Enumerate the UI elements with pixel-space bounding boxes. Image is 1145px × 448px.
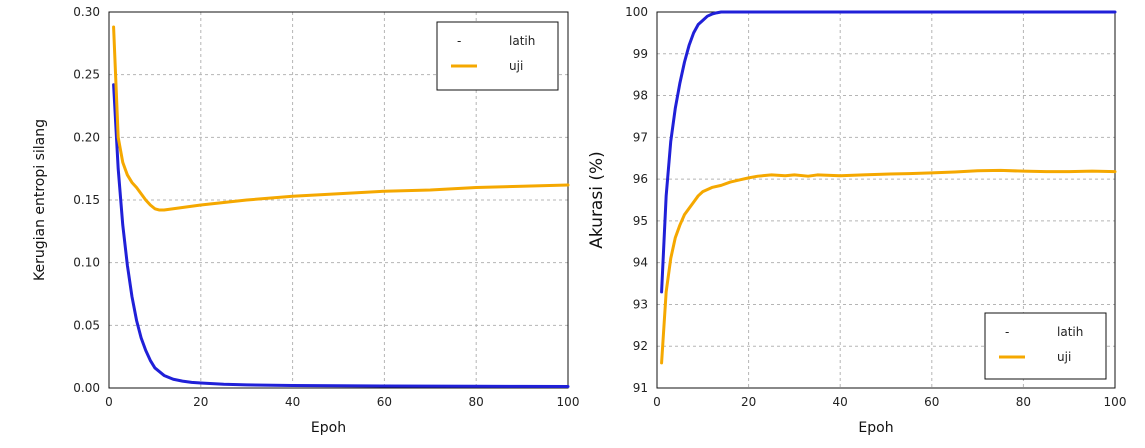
legend-label-latih: latih bbox=[509, 34, 535, 48]
x-tick-label: 60 bbox=[924, 395, 939, 409]
y-tick-label: 97 bbox=[633, 130, 648, 144]
x-tick-label: 100 bbox=[1104, 395, 1127, 409]
legend-marker-text: - bbox=[457, 34, 461, 48]
series-line-uji bbox=[112, 25, 570, 212]
y-tick-label: 96 bbox=[633, 172, 648, 186]
legend-label-uji: uji bbox=[509, 59, 523, 73]
legend-box bbox=[984, 312, 1107, 380]
y-tick-label: 94 bbox=[633, 256, 648, 270]
y-tick-label: 93 bbox=[633, 297, 648, 311]
x-tick-label: 20 bbox=[193, 395, 208, 409]
y-tick-label: 0.05 bbox=[73, 318, 100, 332]
x-axis-label: Epoh bbox=[858, 420, 893, 436]
x-tick-label: 20 bbox=[741, 395, 756, 409]
y-tick-label: 92 bbox=[633, 339, 648, 353]
y-tick-label: 0.30 bbox=[73, 5, 100, 19]
x-tick-label: 60 bbox=[377, 395, 392, 409]
y-tick-label: 0.25 bbox=[73, 68, 100, 82]
axes-frame bbox=[108, 11, 569, 389]
y-tick-label: 0.15 bbox=[73, 193, 100, 207]
y-tick-label: 100 bbox=[625, 5, 648, 19]
y-axis-label: Kerugian entropi silang bbox=[32, 119, 48, 281]
x-axis-label: Epoh bbox=[311, 420, 346, 436]
y-tick-label: 0.20 bbox=[73, 130, 100, 144]
y-tick-label: 99 bbox=[633, 47, 648, 61]
y-tick-label: 91 bbox=[633, 381, 648, 395]
y-tick-label: 98 bbox=[633, 89, 648, 103]
series-line-latih bbox=[112, 83, 570, 388]
x-tick-label: 40 bbox=[285, 395, 300, 409]
legend-label-uji: uji bbox=[1057, 350, 1071, 364]
x-tick-label: 80 bbox=[469, 395, 484, 409]
x-tick-label: 0 bbox=[653, 395, 661, 409]
x-tick-label: 100 bbox=[557, 395, 580, 409]
y-tick-label: 0.00 bbox=[73, 381, 100, 395]
series-line-latih bbox=[660, 10, 1117, 294]
legend: - latih uji bbox=[436, 21, 559, 91]
accuracy-chart: 0 20 40 60 80 100 91 92 93 94 95 96 97 98 99 100 Epoh Aku… bbox=[587, 5, 1126, 436]
x-tick-label: 0 bbox=[105, 395, 113, 409]
series-line-uji bbox=[660, 168, 1117, 365]
x-tick-label: 40 bbox=[833, 395, 848, 409]
legend-marker-text: - bbox=[1005, 325, 1009, 339]
legend-label-latih: latih bbox=[1057, 325, 1083, 339]
legend-box bbox=[436, 21, 559, 91]
x-tick-label: 80 bbox=[1016, 395, 1031, 409]
legend: - latih uji bbox=[984, 312, 1107, 380]
y-tick-label: 0.10 bbox=[73, 256, 100, 270]
loss-chart: 0 20 40 60 80 100 0.00 0.05 0.10 0.15 0.20 0.25 0.30… bbox=[32, 5, 579, 436]
y-axis-label: Akurasi (%) bbox=[587, 151, 607, 249]
y-tick-label: 95 bbox=[633, 214, 648, 228]
